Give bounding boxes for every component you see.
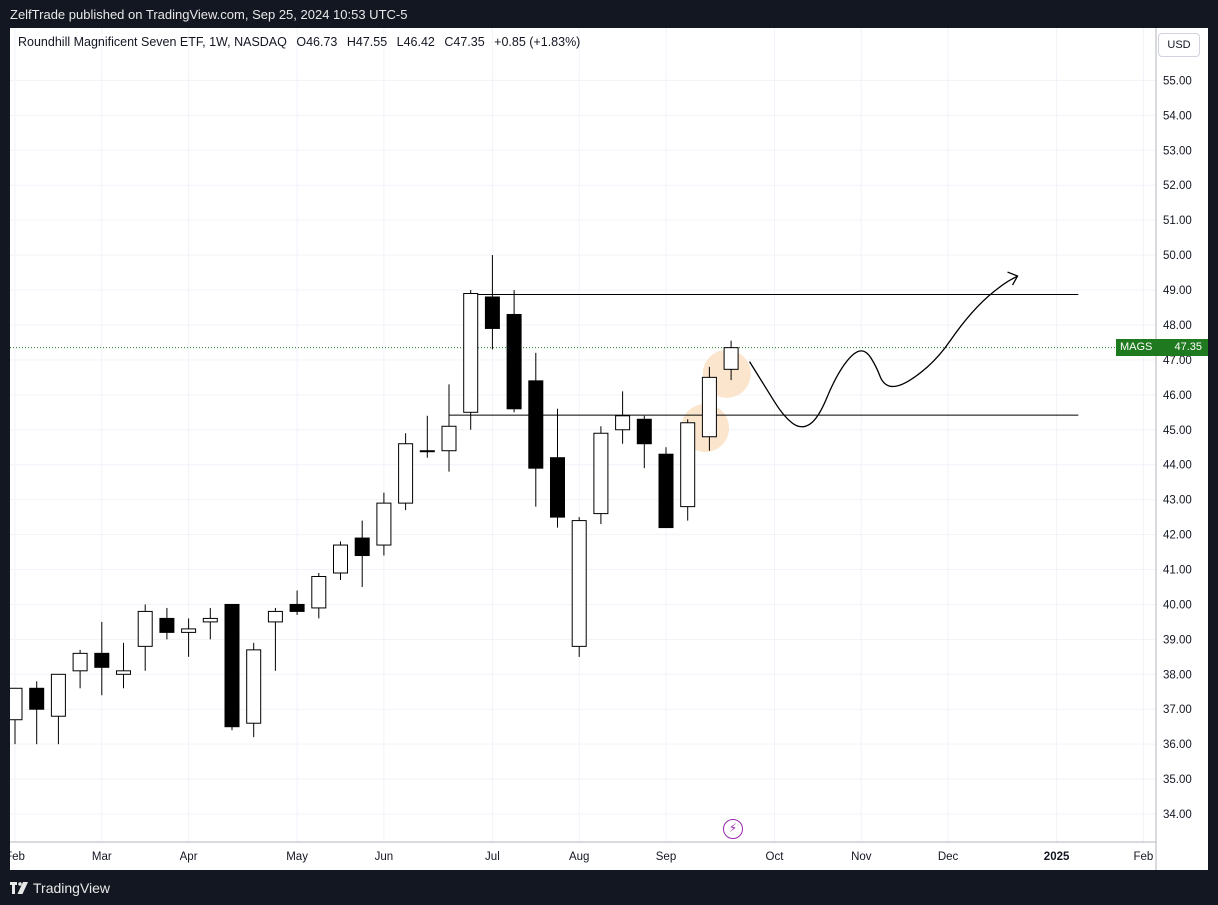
- candle-body: [246, 649, 262, 724]
- candle-body: [550, 457, 565, 518]
- y-tick-label: 34.00: [1163, 809, 1192, 821]
- candle-body: [636, 418, 652, 445]
- x-tick-label: Feb: [10, 851, 25, 863]
- candle-body: [311, 575, 327, 609]
- candle-body: [267, 610, 283, 623]
- candle-body: [29, 687, 45, 710]
- projection-path: [748, 275, 1018, 428]
- candle-body: [116, 670, 131, 675]
- candle-body: [723, 347, 739, 370]
- legend-high: H47.55: [346, 35, 388, 49]
- x-tick-label: Oct: [766, 851, 785, 863]
- y-tick-label: 53.00: [1163, 145, 1192, 157]
- candle-body: [615, 415, 631, 431]
- x-tick-label: Jun: [375, 851, 394, 863]
- candle-body: [506, 313, 522, 410]
- candle-body: [202, 617, 218, 623]
- x-tick-label: Dec: [938, 851, 959, 863]
- x-tick-label: Feb: [1133, 851, 1153, 863]
- candle-body: [593, 432, 609, 515]
- x-tick-label: May: [286, 851, 308, 863]
- legend-change: +0.85 (+1.83%): [494, 35, 581, 49]
- y-tick-label: 47.00: [1163, 355, 1192, 367]
- price-tag-symbol: MAGS: [1120, 341, 1153, 353]
- last-price-tag: MAGS 47.35: [1116, 339, 1208, 356]
- candle-body: [658, 453, 674, 529]
- candle-body: [333, 544, 348, 574]
- y-tick-label: 38.00: [1163, 669, 1192, 681]
- candle-body: [701, 376, 717, 438]
- candlestick-chart[interactable]: 34.00 35.00 36.00 37.00 38.00 39.00 40.00 41.00…: [10, 28, 1208, 870]
- y-tick-label: 48.00: [1163, 320, 1192, 332]
- x-tick-label: Nov: [851, 851, 872, 863]
- candle-body: [376, 502, 392, 546]
- candle-body: [224, 603, 240, 728]
- candle-body: [484, 296, 500, 329]
- candle-body: [354, 537, 370, 557]
- y-tick-label: 35.00: [1163, 774, 1192, 786]
- y-tick-label: 36.00: [1163, 739, 1192, 751]
- y-tick-label: 40.00: [1163, 599, 1192, 611]
- y-tick-label: 49.00: [1163, 285, 1192, 297]
- candle-body: [94, 652, 110, 668]
- x-tick-label: Jul: [485, 851, 500, 863]
- series-legend: Roundhill Magnificent Seven ETF, 1W, NAS…: [18, 35, 586, 49]
- candle-body: [680, 422, 696, 508]
- price-tag-value: 47.35: [1174, 341, 1202, 353]
- y-tick-label: 46.00: [1163, 390, 1192, 402]
- x-tick-label: Mar: [92, 851, 112, 863]
- candle-body: [571, 520, 587, 647]
- candle-body: [137, 610, 153, 647]
- y-tick-label: 51.00: [1163, 215, 1192, 227]
- y-tick-label: 41.00: [1163, 565, 1192, 577]
- candle-body: [181, 628, 197, 633]
- footer: TradingView: [10, 876, 110, 900]
- candle-body: [419, 450, 435, 453]
- y-tick-label: 42.00: [1163, 530, 1192, 542]
- tradingview-logo-icon: [10, 882, 28, 894]
- y-tick-label: 54.00: [1163, 110, 1192, 122]
- y-tick-label: 37.00: [1163, 704, 1192, 716]
- x-tick-label: 2025: [1044, 851, 1070, 863]
- candle-body: [50, 673, 66, 717]
- candle-body: [289, 603, 305, 612]
- candle-body: [528, 380, 544, 469]
- candle-body: [441, 425, 457, 452]
- candle-body: [159, 617, 175, 633]
- candle-body: [398, 443, 414, 504]
- legend-title: Roundhill Magnificent Seven ETF, 1W, NAS…: [18, 35, 287, 49]
- lightning-bolt-icon[interactable]: ⚡: [723, 819, 743, 839]
- x-tick-label: Aug: [569, 851, 589, 863]
- y-tick-label: 55.00: [1163, 75, 1192, 87]
- legend-low: L46.42: [396, 35, 435, 49]
- legend-open: O46.73: [296, 35, 338, 49]
- currency-button[interactable]: USD: [1158, 33, 1200, 57]
- x-tick-label: Apr: [180, 851, 198, 863]
- candle-body: [72, 652, 88, 672]
- y-tick-label: 43.00: [1163, 495, 1192, 507]
- candle-body: [463, 293, 479, 413]
- publisher-line: ZelfTrade published on TradingView.com, …: [10, 7, 408, 22]
- chart-frame[interactable]: 34.00 35.00 36.00 37.00 38.00 39.00 40.00 41.00…: [10, 28, 1208, 870]
- candle-body: [10, 687, 23, 721]
- y-tick-label: 45.00: [1163, 425, 1192, 437]
- projection-arrow-head: [1007, 271, 1019, 286]
- legend-close: C47.35: [444, 35, 485, 49]
- y-tick-label: 50.00: [1163, 250, 1192, 262]
- y-tick-label: 39.00: [1163, 634, 1192, 646]
- y-tick-label: 44.00: [1163, 460, 1192, 472]
- x-tick-label: Sep: [656, 851, 676, 863]
- footer-brand: TradingView: [33, 880, 111, 896]
- y-tick-label: 52.00: [1163, 180, 1192, 192]
